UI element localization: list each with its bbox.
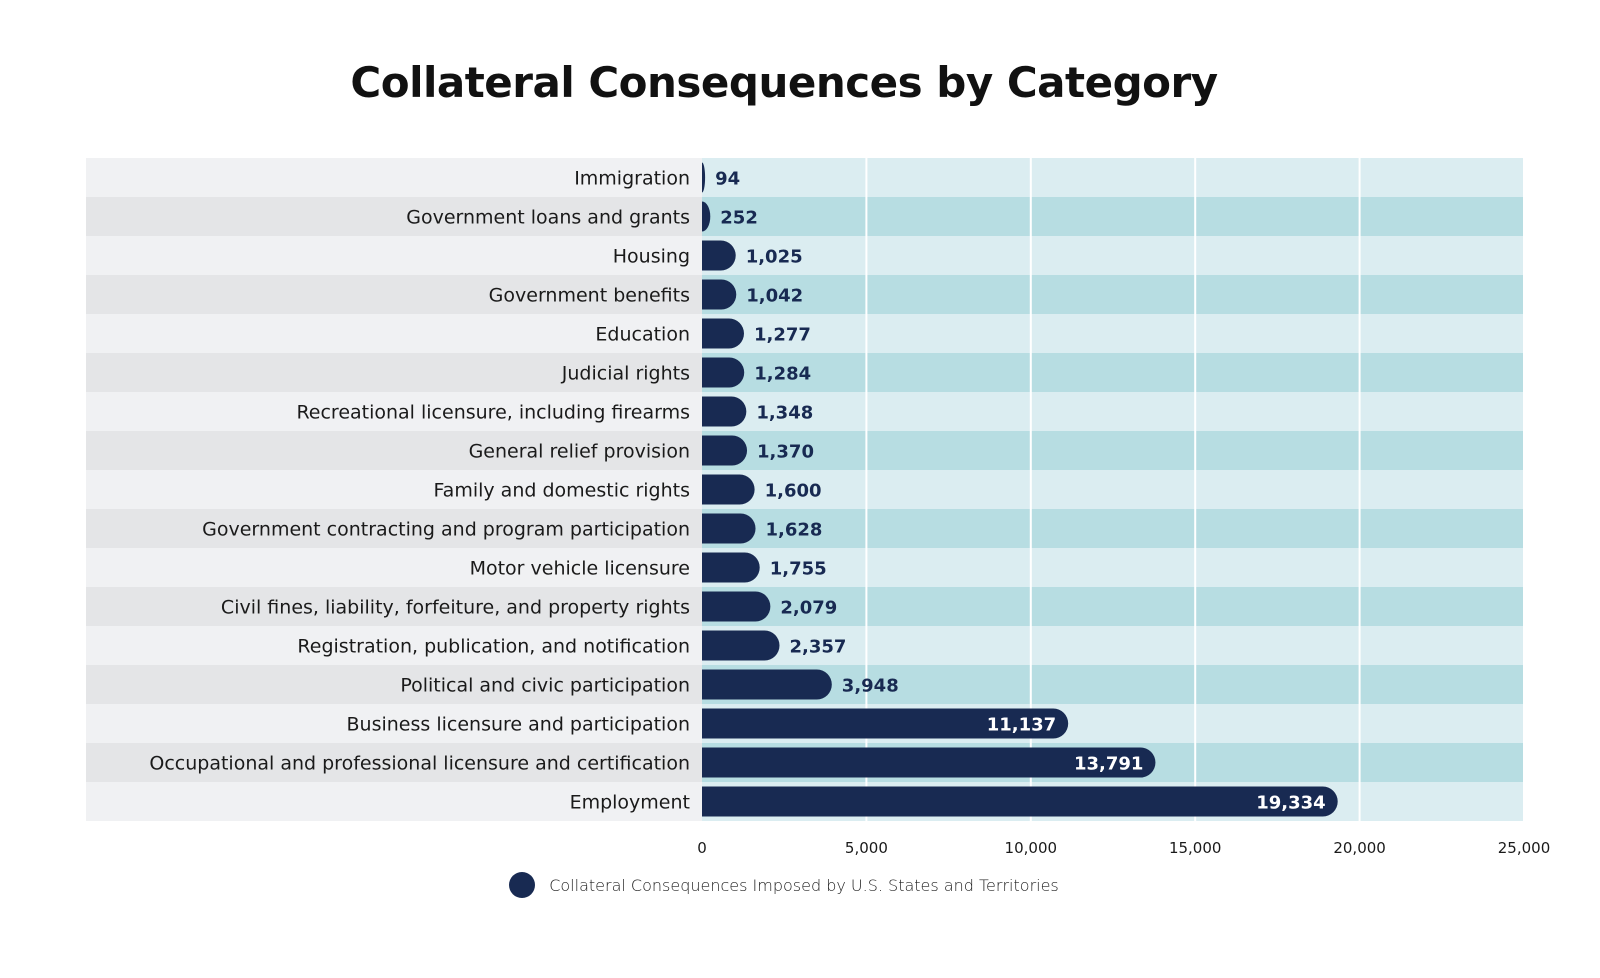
category-label: Judicial rights <box>561 363 690 385</box>
bar <box>702 240 736 271</box>
bar <box>702 747 1156 778</box>
plot-row-background <box>702 548 1524 587</box>
label-row-background <box>86 314 702 353</box>
value-label: 2,357 <box>789 637 846 658</box>
value-labels: 94 252 1,025 1,042 1,277 1,284 1,348 1,370 1,600… <box>715 169 1326 814</box>
x-tick-label: 20,000 <box>1333 839 1386 857</box>
plot-row-background <box>702 665 1524 704</box>
label-row-background <box>86 431 702 470</box>
value-label: 1,284 <box>754 364 811 385</box>
bar <box>702 630 780 661</box>
value-label: 1,042 <box>746 286 803 307</box>
category-label: General relief provision <box>469 441 690 463</box>
label-row-background <box>86 470 702 509</box>
category-label: Government contracting and program parti… <box>202 519 690 541</box>
value-label: 1,755 <box>770 559 827 580</box>
bar <box>702 552 760 583</box>
bar <box>702 162 706 193</box>
category-label: Government benefits <box>489 285 690 307</box>
value-label: 1,370 <box>757 442 814 463</box>
plot-row-background <box>702 431 1524 470</box>
category-label: Housing <box>613 246 690 268</box>
value-label: 3,948 <box>842 676 899 697</box>
plot-row-background <box>702 509 1524 548</box>
bar <box>702 786 1338 817</box>
label-row-background <box>86 743 702 782</box>
category-label: Registration, publication, and notificat… <box>297 636 690 658</box>
plot-row-background <box>702 587 1524 626</box>
value-label: 94 <box>715 169 740 190</box>
legend-label: Collateral Consequences Imposed by U.S. … <box>549 875 1059 895</box>
bar <box>702 708 1069 739</box>
label-row-background <box>86 158 702 197</box>
x-tick-label: 15,000 <box>1169 839 1222 857</box>
category-label: Recreational licensure, including firear… <box>296 402 690 424</box>
category-label: Education <box>595 324 690 346</box>
value-label: 1,628 <box>766 520 823 541</box>
label-row-background <box>86 665 702 704</box>
category-label: Business licensure and participation <box>347 714 690 736</box>
value-label: 19,334 <box>1256 793 1325 814</box>
value-label: 11,137 <box>987 715 1056 736</box>
label-row-background <box>86 197 702 236</box>
plot-row-background <box>702 353 1524 392</box>
bar <box>702 357 745 388</box>
value-label: 1,277 <box>754 325 811 346</box>
label-row-background <box>86 236 702 275</box>
plot-row-background <box>702 392 1524 431</box>
label-row-background <box>86 782 702 821</box>
value-label: 252 <box>720 208 758 229</box>
category-label: Motor vehicle licensure <box>470 558 690 580</box>
label-row-background <box>86 509 702 548</box>
x-tick-label: 25,000 <box>1498 839 1551 857</box>
bar <box>702 435 748 466</box>
label-row-background <box>86 353 702 392</box>
plot-row-background <box>702 470 1524 509</box>
label-row-background <box>86 275 702 314</box>
label-row-background <box>86 548 702 587</box>
bar <box>702 591 771 622</box>
bar <box>702 396 747 427</box>
category-label: Occupational and professional licensure … <box>149 753 690 775</box>
x-tick-label: 10,000 <box>1005 839 1058 857</box>
label-row-background <box>86 626 702 665</box>
value-label: 13,791 <box>1074 754 1143 775</box>
plot-row-background <box>702 197 1524 236</box>
category-label: Employment <box>570 792 690 814</box>
value-label: 1,348 <box>756 403 813 424</box>
x-tick-label: 0 <box>697 839 707 857</box>
value-label: 2,079 <box>780 598 837 619</box>
bar <box>702 279 737 310</box>
legend-swatch <box>509 872 536 898</box>
plot-row-background <box>702 314 1524 353</box>
bar <box>702 474 755 505</box>
value-label: 1,600 <box>765 481 822 502</box>
chart-title: Collateral Consequences by Category <box>350 58 1218 107</box>
plot-row-background <box>702 236 1524 275</box>
category-labels: Immigration Government loans and grants Ho… <box>149 168 690 814</box>
x-axis-ticks: 0 5,000 10,000 15,000 20,000 25,000 <box>697 839 1550 857</box>
bar <box>702 669 832 700</box>
x-tick-label: 5,000 <box>845 839 888 857</box>
bar <box>702 513 756 544</box>
label-row-background <box>86 704 702 743</box>
label-row-background <box>86 392 702 431</box>
category-label: Political and civic participation <box>400 675 690 697</box>
plot-row-background <box>702 275 1524 314</box>
plot-row-background <box>702 158 1524 197</box>
legend: Collateral Consequences Imposed by U.S. … <box>0 872 1568 898</box>
bar <box>702 318 744 349</box>
category-label: Civil fines, liability, forfeiture, and … <box>221 597 690 619</box>
value-label: 1,025 <box>746 247 803 268</box>
category-label: Government loans and grants <box>406 207 690 229</box>
plot-row-background <box>702 626 1524 665</box>
bar <box>702 201 711 232</box>
category-label: Family and domestic rights <box>434 480 691 502</box>
category-label: Immigration <box>574 168 690 190</box>
bars <box>702 162 1338 817</box>
label-row-background <box>86 587 702 626</box>
